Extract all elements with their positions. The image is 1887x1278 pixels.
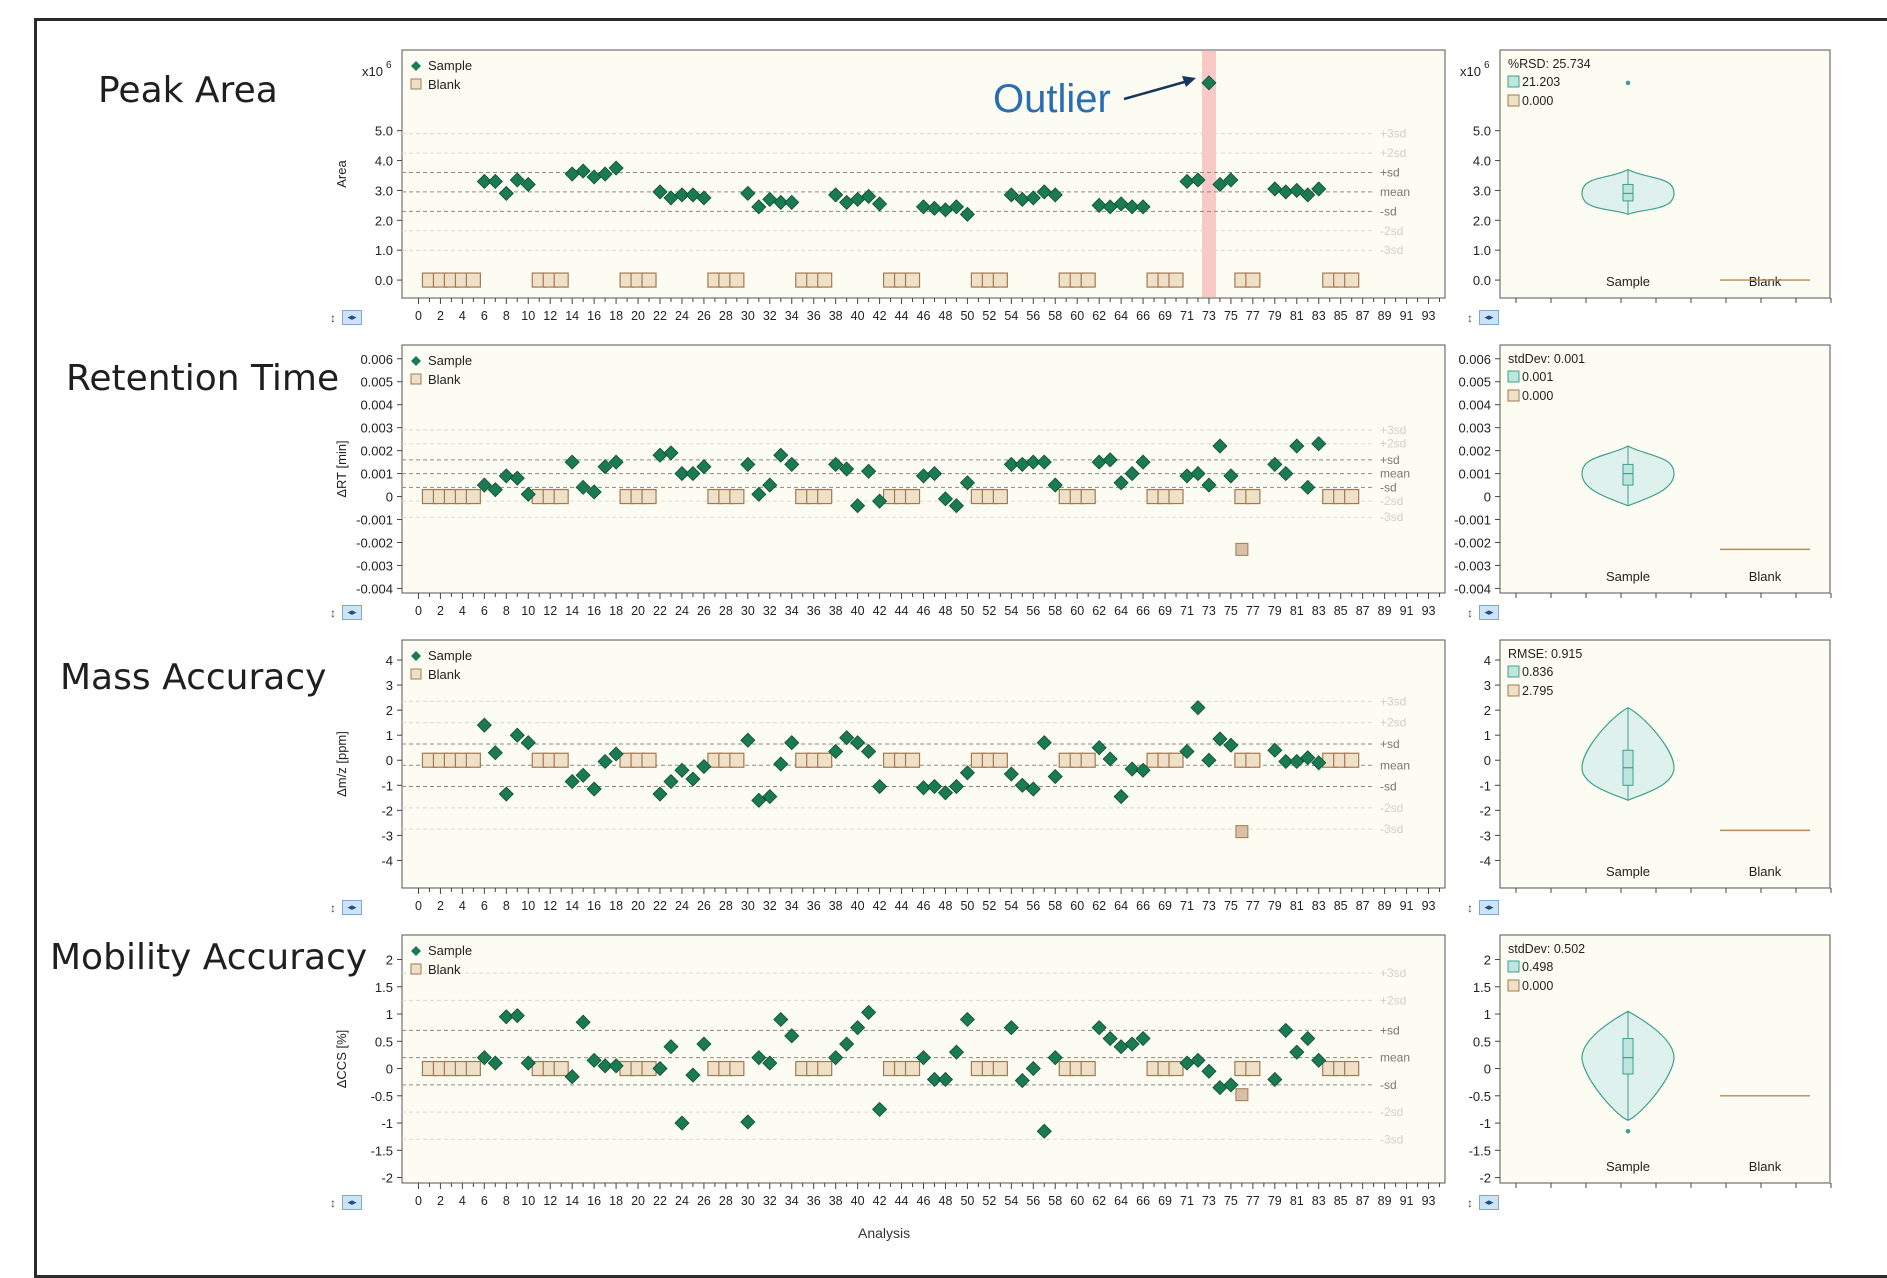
zoom-controls-left[interactable]: ↕ ◂▸ <box>330 1195 362 1210</box>
row-title-2: Mass Accuracy <box>60 657 327 698</box>
pan-icon[interactable]: ◂▸ <box>342 310 362 325</box>
pan-icon[interactable]: ◂▸ <box>1479 605 1499 620</box>
updown-icon[interactable]: ↕ <box>1467 310 1473 325</box>
zoom-controls-right[interactable]: ↕ ◂▸ <box>1467 310 1499 325</box>
pan-icon[interactable]: ◂▸ <box>342 605 362 620</box>
pan-icon[interactable]: ◂▸ <box>1479 1195 1499 1210</box>
updown-icon[interactable]: ↕ <box>330 900 336 915</box>
updown-icon[interactable]: ↕ <box>330 310 336 325</box>
figure-frame <box>34 18 1887 1278</box>
updown-icon[interactable]: ↕ <box>330 605 336 620</box>
zoom-controls-left[interactable]: ↕ ◂▸ <box>330 605 362 620</box>
pan-icon[interactable]: ◂▸ <box>1479 310 1499 325</box>
zoom-controls-right[interactable]: ↕ ◂▸ <box>1467 1195 1499 1210</box>
row-title-3: Mobility Accuracy <box>50 937 368 978</box>
updown-icon[interactable]: ↕ <box>1467 1195 1473 1210</box>
zoom-controls-left[interactable]: ↕ ◂▸ <box>330 310 362 325</box>
pan-icon[interactable]: ◂▸ <box>342 1195 362 1210</box>
zoom-controls-right[interactable]: ↕ ◂▸ <box>1467 605 1499 620</box>
updown-icon[interactable]: ↕ <box>330 1195 336 1210</box>
zoom-controls-right[interactable]: ↕ ◂▸ <box>1467 900 1499 915</box>
zoom-controls-left[interactable]: ↕ ◂▸ <box>330 900 362 915</box>
row-title-1: Retention Time <box>66 358 340 399</box>
pan-icon[interactable]: ◂▸ <box>1479 900 1499 915</box>
updown-icon[interactable]: ↕ <box>1467 605 1473 620</box>
row-title-0: Peak Area <box>98 70 278 111</box>
updown-icon[interactable]: ↕ <box>1467 900 1473 915</box>
pan-icon[interactable]: ◂▸ <box>342 900 362 915</box>
x-axis-label: Analysis <box>858 1225 911 1241</box>
